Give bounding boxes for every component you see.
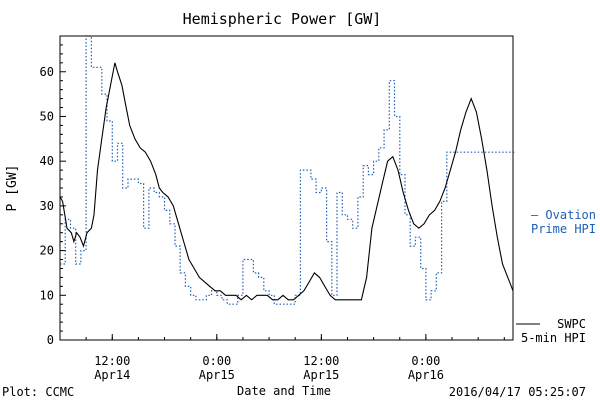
x-tick-sublabel: Apr16 [408,368,444,382]
legend-ovation-label-1: — Ovation [531,208,596,222]
y-tick-label: 40 [40,154,54,168]
x-tick-label: 12:00 [94,354,130,368]
legend-swpc: SWPC 5-min HPI [516,317,586,345]
y-axis-ticks: 0 10 20 30 40 50 60 [40,44,66,347]
y-tick-label: 10 [40,288,54,302]
y-tick-label: 30 [40,199,54,213]
chart-title: Hemispheric Power [GW] [183,10,382,28]
x-tick-sublabel: Apr14 [94,368,130,382]
y-tick-label: 20 [40,244,54,258]
footer-right: 2016/04/17 05:25:07 [449,385,586,399]
x-tick-sublabel: Apr15 [303,368,339,382]
y-axis-label: P [GW] [5,165,20,212]
x-tick-label: 0:00 [411,354,440,368]
plot-frame [59,35,514,341]
legend-swpc-label-2: 5-min HPI [521,331,586,345]
legend-ovation: — Ovation Prime HPI [531,208,596,236]
y-tick-label: 50 [40,109,54,123]
y-tick-label: 0 [47,333,54,347]
x-tick-label: 0:00 [202,354,231,368]
x-tick-label: 12:00 [303,354,339,368]
legend-ovation-label-2: Prime HPI [531,222,596,236]
series-ovation-prime-line [60,35,515,305]
series-swpc-line [59,62,514,301]
y-tick-label: 60 [40,65,54,79]
x-axis-label: Date and Time [237,384,331,398]
footer-left: Plot: CCMC [2,385,74,399]
series-layer [59,35,515,305]
legend-swpc-label-1: SWPC [557,317,586,331]
x-tick-sublabel: Apr15 [199,368,235,382]
